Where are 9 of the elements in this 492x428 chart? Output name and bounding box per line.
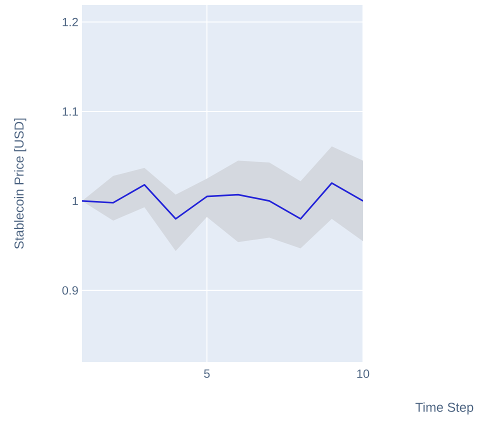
y-tick-label: 1.2 bbox=[62, 18, 78, 26]
y-tick-label: 1 bbox=[72, 196, 78, 206]
y-tick-label: 0.9 bbox=[62, 286, 78, 295]
x-tick-label: 10 bbox=[357, 370, 370, 378]
x-axis-title: Time Step bbox=[416, 402, 474, 414]
y-tick-label: 1.1 bbox=[62, 107, 78, 116]
y-axis-title: Stablecoin Price [USD] bbox=[14, 118, 26, 249]
x-tick-label: 5 bbox=[204, 370, 210, 378]
line-series bbox=[82, 182, 363, 220]
